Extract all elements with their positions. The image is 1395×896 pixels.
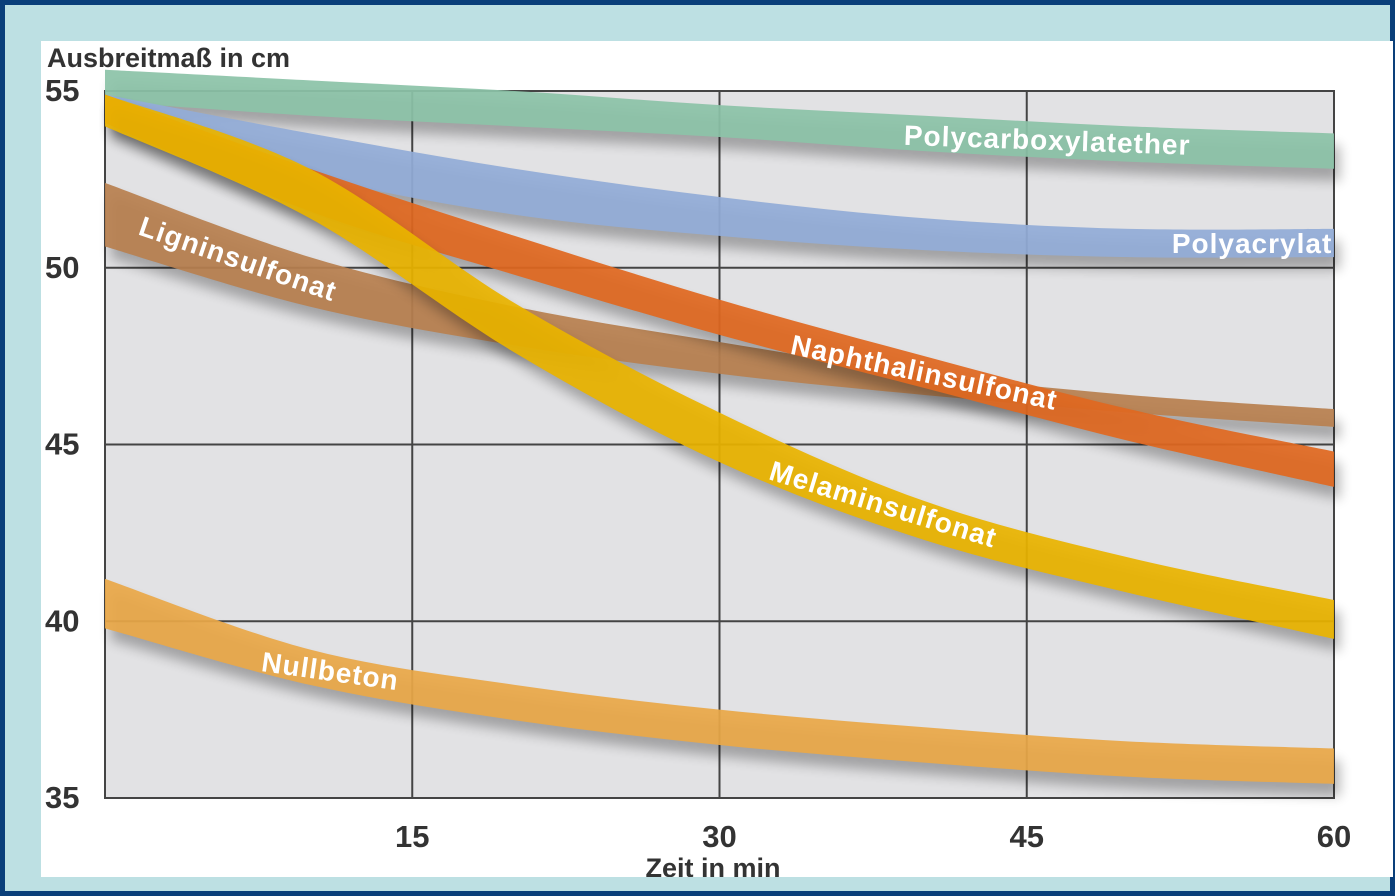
series-bands <box>105 69 1340 796</box>
y-tick-label: 55 <box>45 73 79 108</box>
y-tick-label: 45 <box>45 427 79 462</box>
y-axis-label: Ausbreitmaß in cm <box>47 43 290 73</box>
x-tick-label: 45 <box>1010 819 1044 854</box>
band-naphthalinsulfonat <box>105 94 1334 487</box>
x-tick-label: 30 <box>702 819 736 854</box>
y-tick-label: 50 <box>45 250 79 285</box>
chart-panel: Polycarboxylatether Polyacrylat Ligninsulf… <box>41 41 1393 877</box>
chart: PolycarboxylatetherPolyacrylatLigninsulf… <box>45 43 1351 877</box>
band-melaminsulfonat <box>105 94 1334 639</box>
x-tick-label: 15 <box>395 819 429 854</box>
y-tick-label: 35 <box>45 780 79 815</box>
band-polyacrylat <box>105 94 1334 258</box>
band-polycarboxylatether <box>105 69 1334 169</box>
chart-frame: Polycarboxylatether Polyacrylat Ligninsulf… <box>5 5 1393 891</box>
band-ligninsulfonat <box>105 182 1334 427</box>
band-nullbeton <box>105 578 1334 784</box>
x-axis-label: Zeit in min <box>646 853 781 877</box>
x-tick-label: 60 <box>1317 819 1351 854</box>
plot-border <box>104 90 1335 799</box>
y-tick-label: 40 <box>45 603 79 638</box>
series-label-polyacrylat: Polyacrylat <box>1172 228 1332 259</box>
tick-labels: 35 40 45 50 55 15 30 45 60 <box>45 73 1351 854</box>
